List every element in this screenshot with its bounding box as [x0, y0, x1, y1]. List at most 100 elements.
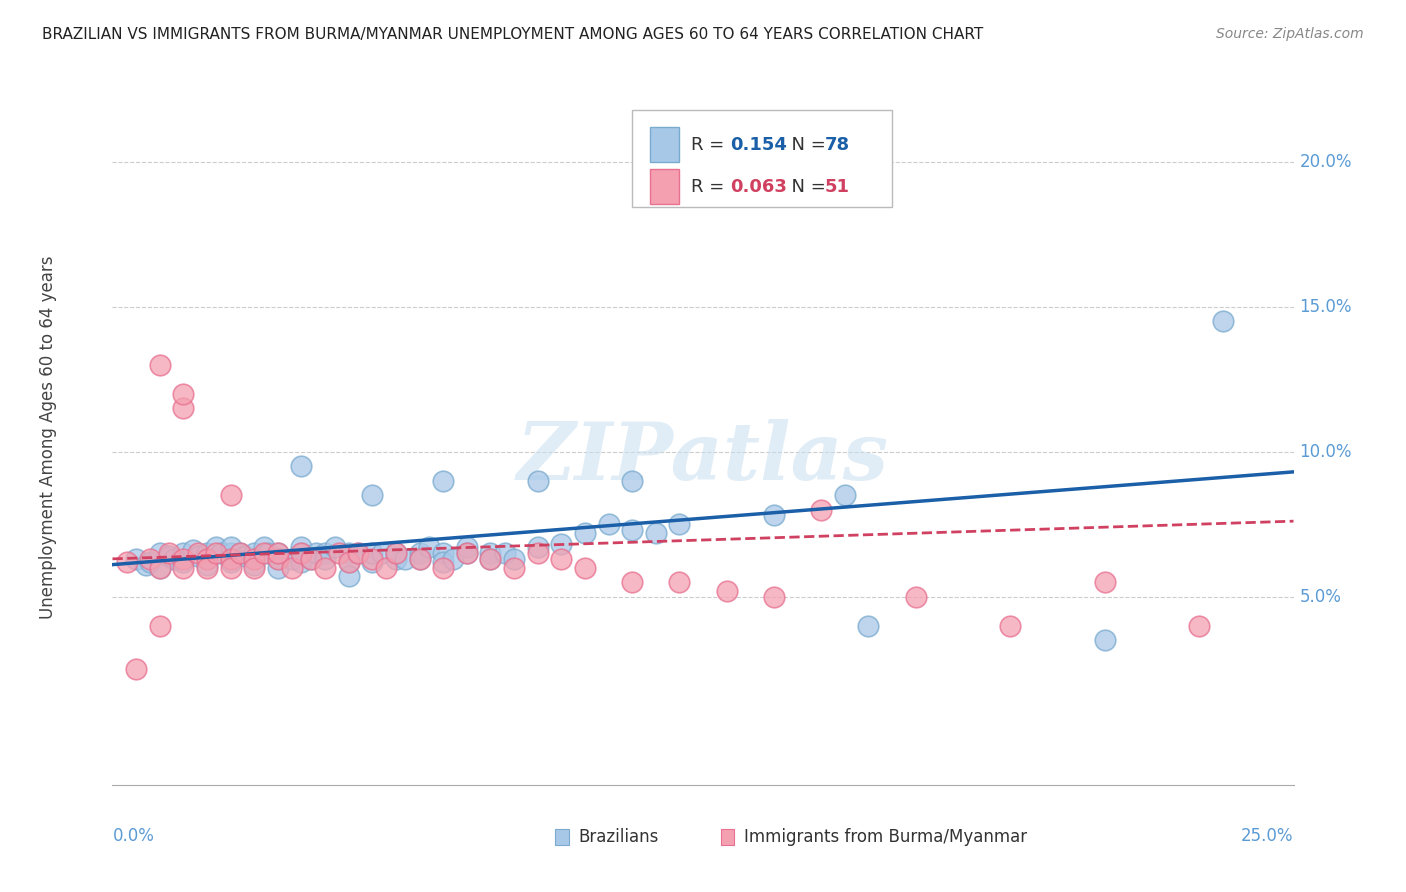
Point [408, 551, 430, 566]
Point [418, 540, 440, 554]
Point [290, 540, 312, 554]
Text: N =: N = [780, 178, 831, 195]
Point [337, 569, 360, 583]
Point [441, 551, 464, 566]
Point [385, 546, 408, 560]
Text: BRAZILIAN VS IMMIGRANTS FROM BURMA/MYANMAR UNEMPLOYMENT AMONG AGES 60 TO 64 YEAR: BRAZILIAN VS IMMIGRANTS FROM BURMA/MYANM… [42, 27, 983, 42]
Point [172, 386, 194, 401]
Point [598, 516, 620, 531]
Point [243, 551, 266, 566]
Point [243, 560, 266, 574]
Point [1212, 314, 1234, 328]
Point [186, 546, 208, 560]
Point [574, 525, 596, 540]
Point [172, 560, 194, 574]
Point [385, 551, 408, 566]
Point [361, 488, 384, 502]
Point [337, 555, 360, 569]
Point [229, 546, 252, 560]
Point [526, 540, 548, 554]
Point [328, 546, 350, 560]
Point [253, 546, 276, 560]
Point [574, 560, 596, 574]
Point [858, 618, 880, 632]
Point [186, 549, 208, 563]
Point [229, 546, 252, 560]
Point [233, 549, 256, 563]
Point [371, 546, 394, 560]
Point [550, 537, 572, 551]
Point [290, 546, 312, 560]
Point [314, 551, 336, 566]
Point [219, 540, 242, 554]
Point [172, 551, 194, 566]
Point [762, 590, 785, 604]
Point [267, 551, 290, 566]
Point [304, 546, 326, 560]
Point [494, 546, 516, 560]
Point [157, 549, 180, 563]
Point [219, 546, 242, 560]
Point [375, 560, 398, 574]
Point [290, 546, 312, 560]
Point [456, 546, 478, 560]
Point [408, 551, 430, 566]
Point [172, 401, 194, 415]
Point [125, 551, 148, 566]
Point [157, 546, 180, 560]
Point [347, 546, 370, 560]
Point [139, 551, 162, 566]
Point [195, 560, 218, 574]
Point [243, 546, 266, 560]
Point [267, 546, 290, 560]
Text: N =: N = [780, 136, 831, 153]
FancyBboxPatch shape [650, 128, 679, 162]
Text: 0.0%: 0.0% [112, 827, 155, 845]
Point [163, 551, 186, 566]
Point [479, 551, 502, 566]
Point [337, 546, 360, 560]
Point [267, 551, 290, 566]
Point [205, 540, 228, 554]
Point [1188, 618, 1211, 632]
Point [281, 551, 304, 566]
Point [361, 546, 384, 560]
Point [299, 551, 322, 566]
Point [432, 546, 454, 560]
Point [149, 618, 172, 632]
Point [432, 555, 454, 569]
Point [314, 560, 336, 574]
Point [323, 540, 346, 554]
Point [834, 488, 856, 502]
Point [644, 525, 666, 540]
Point [479, 551, 502, 566]
Point [456, 540, 478, 554]
Point [503, 551, 526, 566]
Point [195, 551, 218, 566]
Point [257, 546, 280, 560]
Point [149, 560, 172, 574]
Point [550, 551, 572, 566]
Point [209, 546, 232, 560]
Point [394, 551, 416, 566]
Text: 15.0%: 15.0% [1299, 298, 1353, 316]
Point [281, 560, 304, 574]
Text: Source: ZipAtlas.com: Source: ZipAtlas.com [1216, 27, 1364, 41]
Point [479, 546, 502, 560]
Point [762, 508, 785, 523]
Text: 0.154: 0.154 [730, 136, 787, 153]
Point [408, 546, 430, 560]
Text: Immigrants from Burma/Myanmar: Immigrants from Burma/Myanmar [744, 828, 1026, 847]
Point [716, 583, 738, 598]
Point [998, 618, 1021, 632]
Point [810, 502, 832, 516]
Point [139, 555, 162, 569]
Point [195, 551, 218, 566]
Point [135, 558, 157, 572]
Point [337, 555, 360, 569]
Text: ZIPatlas: ZIPatlas [517, 419, 889, 497]
Point [267, 546, 290, 560]
Text: R =: R = [692, 136, 730, 153]
Point [361, 551, 384, 566]
Point [456, 546, 478, 560]
